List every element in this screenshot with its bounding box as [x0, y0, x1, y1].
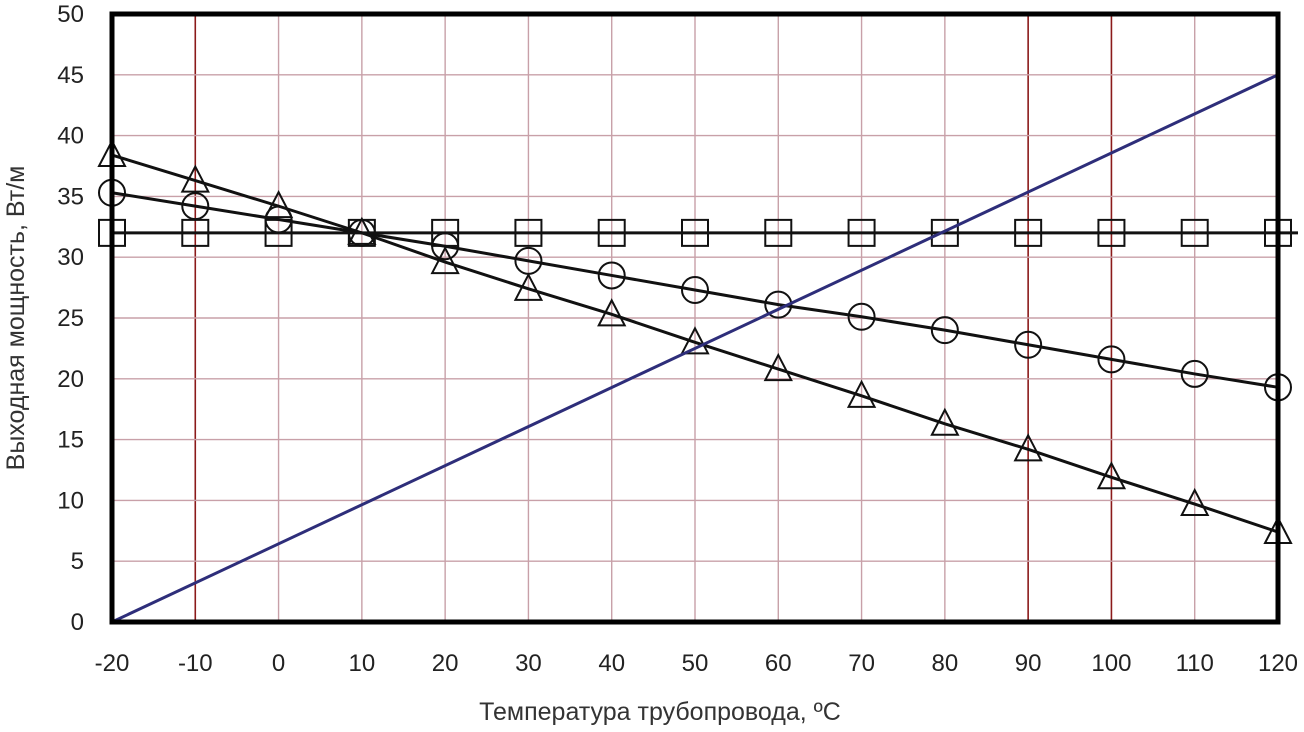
triangle-marker	[597, 298, 627, 327]
x-tick-label: 110	[1176, 650, 1214, 677]
x-tick-label: 60	[765, 650, 792, 677]
y-axis-title: Выходная мощность, Вт/м	[2, 166, 30, 471]
x-tick-label: 120	[1258, 650, 1298, 677]
square-marker	[847, 218, 876, 247]
square-marker	[1097, 218, 1126, 247]
y-tick-label: 40	[57, 123, 84, 150]
triangle-marker	[430, 245, 460, 275]
square-marker	[681, 218, 709, 247]
x-tick-label: 90	[1015, 650, 1042, 677]
circle-marker	[1097, 345, 1126, 374]
y-tick-label: 30	[57, 244, 84, 271]
x-tick-label: 20	[432, 650, 459, 677]
square-marker	[930, 218, 959, 247]
y-tick-label: 25	[57, 305, 84, 332]
x-tick-label: 0	[272, 650, 285, 677]
circle-marker	[597, 261, 626, 290]
circle-marker	[681, 276, 709, 305]
circle-marker	[847, 302, 876, 331]
x-axis-title: Температура трубопровода, ºС	[479, 698, 841, 726]
x-tick-label: 40	[598, 650, 625, 677]
circle-marker	[181, 192, 210, 221]
series-line	[111, 191, 1279, 389]
y-tick-label: 10	[57, 487, 84, 514]
square-marker	[1180, 218, 1209, 247]
triangle-marker	[1180, 487, 1210, 517]
x-tick-labels: -20 -10 0 10 20 30 40 50 60 70 80 90 100 110 120	[95, 650, 1298, 677]
triangle-marker	[763, 352, 793, 382]
x-tick-label: 30	[515, 650, 542, 677]
x-tick-label: 50	[682, 650, 709, 677]
triangle-marker	[846, 379, 877, 408]
grid	[111, 13, 1279, 623]
x-tick-label: -20	[95, 650, 130, 677]
square-marker	[1014, 218, 1043, 247]
series-none	[111, 73, 1279, 624]
x-tick-label: 70	[848, 650, 875, 677]
circle-marker	[1180, 359, 1209, 388]
series-line	[111, 73, 1279, 624]
square-marker	[764, 218, 793, 247]
triangle-marker	[347, 216, 377, 245]
series-group	[97, 73, 1298, 624]
y-tick-label: 20	[57, 366, 84, 393]
square-marker	[597, 218, 626, 247]
y-tick-label: 0	[71, 609, 84, 636]
y-tick-label: 35	[57, 183, 84, 210]
y-tick-label: 45	[57, 62, 84, 89]
triangle-marker	[1096, 461, 1127, 490]
triangle-marker	[1013, 433, 1043, 462]
triangle-marker	[680, 326, 710, 355]
series-triangle	[97, 138, 1293, 545]
y-tick-label: 15	[57, 427, 84, 454]
triangle-marker	[180, 164, 210, 193]
y-tick-label: 50	[57, 1, 84, 28]
square-marker	[514, 218, 543, 247]
plot-frame	[109, 11, 1281, 625]
triangle-marker	[263, 189, 294, 219]
y-tick-label: 5	[71, 548, 84, 575]
circle-marker	[1014, 330, 1043, 359]
triangle-marker	[513, 272, 544, 301]
circle-marker	[431, 232, 460, 261]
x-tick-label: 100	[1091, 650, 1131, 677]
triangle-marker	[930, 407, 960, 436]
x-tick-label: -10	[178, 650, 213, 677]
x-tick-label: 10	[349, 650, 376, 677]
series-line	[111, 153, 1279, 534]
x-tick-label: 80	[932, 650, 959, 677]
y-tick-labels: 0 5 10 15 20 25 30 35 40 45 50	[57, 1, 84, 636]
circle-marker	[930, 316, 959, 345]
